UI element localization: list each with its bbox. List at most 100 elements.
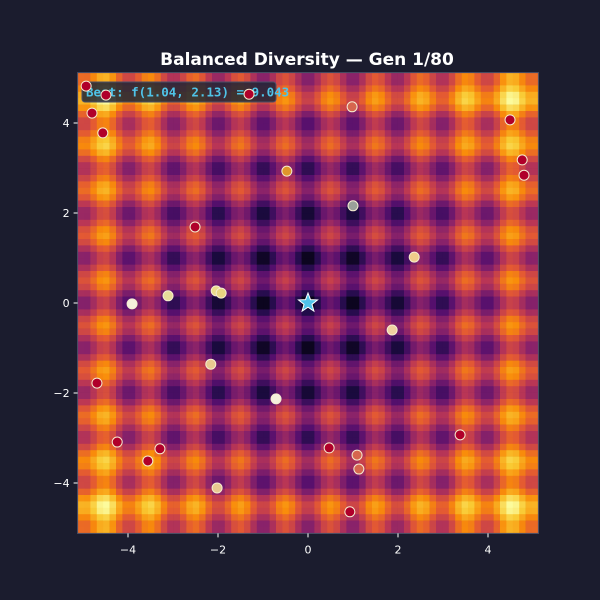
heatmap-cell bbox=[244, 123, 251, 131]
heatmap-cell bbox=[455, 367, 462, 374]
heatmap-cell bbox=[77, 111, 85, 118]
heatmap-cell bbox=[212, 258, 219, 265]
heatmap-cell bbox=[493, 495, 501, 502]
heatmap-cell bbox=[404, 111, 411, 118]
heatmap-cell bbox=[487, 162, 494, 169]
heatmap-cell bbox=[346, 341, 354, 349]
heatmap-cell bbox=[250, 501, 258, 509]
heatmap-cell bbox=[320, 328, 328, 336]
heatmap-cell bbox=[96, 194, 104, 201]
heatmap-cell bbox=[103, 386, 110, 393]
heatmap-cell bbox=[237, 495, 245, 502]
heatmap-cell bbox=[180, 296, 187, 304]
heatmap-cell bbox=[346, 213, 354, 221]
heatmap-cell bbox=[423, 283, 430, 291]
heatmap-cell bbox=[180, 488, 187, 496]
heatmap-cell bbox=[122, 360, 130, 368]
heatmap-cell bbox=[263, 136, 270, 144]
heatmap-cell bbox=[167, 117, 174, 125]
heatmap-cell bbox=[384, 527, 392, 534]
heatmap-cell bbox=[410, 283, 418, 291]
heatmap-cell bbox=[205, 501, 213, 509]
heatmap-cell bbox=[333, 226, 341, 233]
heatmap-cell bbox=[455, 194, 462, 201]
heatmap-cell bbox=[103, 232, 110, 240]
heatmap-cell bbox=[96, 386, 104, 393]
heatmap-cell bbox=[365, 322, 373, 329]
heatmap-cell bbox=[84, 392, 91, 400]
heatmap-cell bbox=[256, 213, 264, 221]
heatmap-cell bbox=[314, 264, 322, 272]
heatmap-cell bbox=[84, 130, 91, 137]
heatmap-cell bbox=[167, 181, 174, 189]
heatmap-cell bbox=[493, 149, 501, 157]
heatmap-cell bbox=[416, 219, 424, 227]
heatmap-cell bbox=[244, 143, 251, 150]
heatmap-cell bbox=[154, 399, 162, 406]
heatmap-cell bbox=[263, 290, 270, 297]
heatmap-cell bbox=[84, 405, 91, 413]
heatmap-cell bbox=[410, 347, 418, 355]
heatmap-cell bbox=[103, 245, 110, 253]
heatmap-cell bbox=[173, 507, 181, 515]
heatmap-cell bbox=[404, 130, 411, 137]
heatmap-cell bbox=[173, 386, 181, 393]
heatmap-cell bbox=[205, 219, 213, 227]
heatmap-cell bbox=[320, 91, 328, 99]
heatmap-cell bbox=[116, 264, 123, 272]
heatmap-cell bbox=[186, 488, 194, 496]
heatmap-cell bbox=[327, 296, 334, 304]
heatmap-cell bbox=[506, 392, 514, 400]
heatmap-cell bbox=[160, 219, 168, 227]
heatmap-cell bbox=[442, 328, 450, 336]
heatmap-cell bbox=[416, 290, 424, 297]
heatmap-cell bbox=[346, 488, 354, 496]
heatmap-cell bbox=[103, 328, 110, 336]
heatmap-cell bbox=[148, 335, 155, 342]
heatmap-cell bbox=[429, 482, 437, 489]
heatmap-cell bbox=[327, 277, 334, 285]
heatmap-cell bbox=[378, 290, 386, 297]
heatmap-cell bbox=[231, 117, 238, 125]
heatmap-cell bbox=[186, 296, 194, 304]
heatmap-cell bbox=[148, 488, 155, 496]
heatmap-cell bbox=[474, 207, 482, 214]
heatmap-cell bbox=[90, 463, 98, 470]
heatmap-cell bbox=[372, 162, 379, 169]
heatmap-cell bbox=[244, 431, 251, 438]
heatmap-cell bbox=[84, 443, 91, 451]
heatmap-cell bbox=[263, 194, 270, 201]
heatmap-cell bbox=[468, 392, 475, 400]
heatmap-cell bbox=[192, 482, 200, 489]
heatmap-cell bbox=[122, 354, 130, 361]
heatmap-cell bbox=[493, 283, 501, 291]
heatmap-cell bbox=[391, 424, 398, 432]
heatmap-cell bbox=[378, 168, 386, 176]
heatmap-cell bbox=[218, 475, 226, 483]
heatmap-cell bbox=[135, 277, 142, 285]
heatmap-cell bbox=[352, 303, 360, 310]
heatmap-cell bbox=[352, 335, 360, 342]
heatmap-cell bbox=[288, 501, 296, 509]
heatmap-cell bbox=[288, 328, 296, 336]
heatmap-cell bbox=[416, 187, 424, 195]
heatmap-cell bbox=[250, 418, 258, 425]
heatmap-cell bbox=[212, 501, 219, 509]
heatmap-cell bbox=[141, 328, 149, 336]
heatmap-cell bbox=[416, 379, 424, 387]
heatmap-cell bbox=[391, 367, 398, 374]
heatmap-cell bbox=[384, 501, 392, 509]
heatmap-cell bbox=[263, 482, 270, 489]
heatmap-cell bbox=[288, 309, 296, 317]
heatmap-cell bbox=[77, 437, 85, 445]
heatmap-cell bbox=[468, 463, 475, 470]
heatmap-cell bbox=[352, 219, 360, 227]
heatmap-cell bbox=[448, 200, 456, 208]
heatmap-cell bbox=[167, 251, 174, 259]
heatmap-cell bbox=[103, 194, 110, 201]
heatmap-cell bbox=[128, 450, 136, 457]
heatmap-cell bbox=[365, 514, 373, 521]
heatmap-cell bbox=[327, 335, 334, 342]
heatmap-cell bbox=[237, 111, 245, 118]
heatmap-cell bbox=[378, 72, 386, 80]
